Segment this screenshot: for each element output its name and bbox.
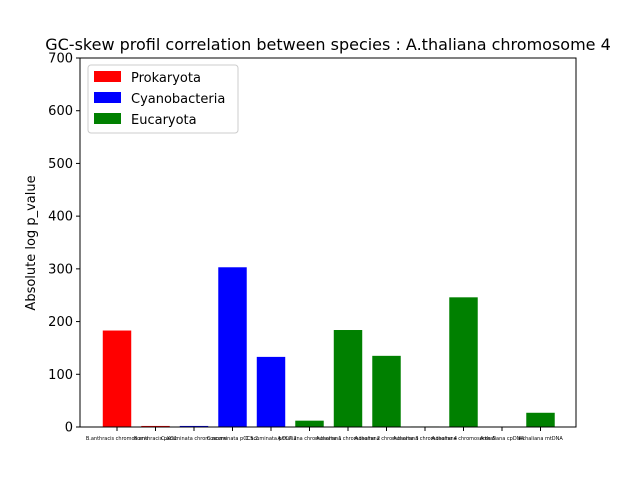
x-tick-label-0: B.anthracis chromosome [86,436,148,442]
y-tick-label-6: 600 [48,104,73,119]
legend-label-1: Prokaryota [131,71,201,86]
y-tick-label-0: 0 [65,421,73,436]
legend-swatch-1 [94,71,121,82]
y-tick-label-7: 700 [48,52,73,67]
bar-12 [526,412,555,427]
plot-frame [79,57,577,428]
y-tick-label-1: 100 [48,368,73,383]
y-tick-label-5: 500 [48,157,73,172]
y-tick-label-3: 300 [48,262,73,277]
legend-label-2: Cyanobacteria [131,92,225,107]
x-tick-label-7: A.thaliana chromosome 3 [354,436,418,442]
y-axis-label: Absolute log p_value [24,175,39,310]
bar-5 [256,356,286,427]
y-tick-label-2: 200 [48,315,73,330]
x-tick-label-5: A.thaliana chromosome 1 [277,436,341,442]
legend-swatch-2 [94,92,121,103]
bar-8 [372,355,401,427]
x-tick-label-4: C.acuminata pCC7.2 [245,436,296,442]
legend-label-3: Eucaryota [131,113,197,128]
bar-3 [179,425,209,427]
bar-1 [102,330,132,427]
bar-10 [449,297,478,427]
bar-6 [295,420,324,427]
x-tick-label-8: A.thaliana chromosome 4 [393,436,457,442]
legend-swatch-3 [94,113,121,124]
y-tick-label-4: 400 [48,210,73,225]
x-tick-label-10: A.thaliana cpDNA [480,436,524,442]
legend: Prokaryota Cyanobacteria Eucaryota [87,64,239,134]
x-tick-label-9: A.thaliana chromosome 5 [431,436,495,442]
x-tick-label-2: C.acuminata chromosome [161,436,227,442]
legend-box [87,64,239,134]
bars-group [102,267,555,427]
x-tick-label-3: C.acuminata pCC5.2 [207,436,258,442]
chart-title: GC-skew profil correlation between speci… [45,35,611,54]
x-tick-label-1: B.anthracis pXO1 [134,436,177,442]
x-tick-label-6: A.thaliana chromosome 2 [316,436,380,442]
y-axis: 0 100 200 300 400 500 600 700 [48,52,80,436]
bar-7 [333,330,363,427]
bar-2 [141,425,170,427]
x-tick-label-11: A.thaliana mtDNA [518,436,563,442]
bar-4 [218,267,247,427]
